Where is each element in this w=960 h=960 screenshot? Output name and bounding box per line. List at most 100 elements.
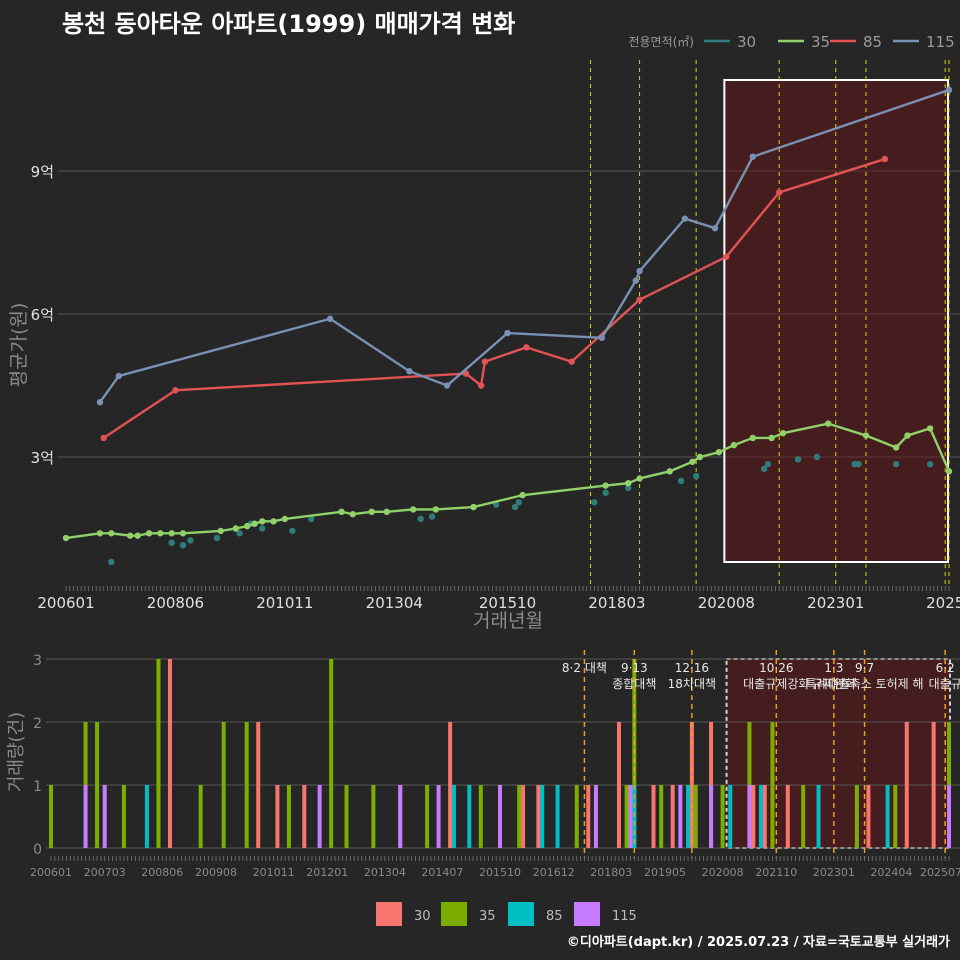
volume-bar-115 — [628, 785, 633, 848]
data-point-35 — [602, 482, 609, 489]
data-point-35 — [62, 534, 70, 542]
x-tick-label: 202301 — [807, 594, 864, 612]
bar-x-tick-label: 202008 — [702, 866, 744, 879]
data-point-35 — [281, 515, 289, 523]
volume-bar-115 — [593, 785, 598, 848]
y-tick-label: 9억 — [31, 163, 54, 181]
data-point-35 — [409, 506, 417, 513]
bar-x-tick-label: 200806 — [141, 866, 183, 879]
data-point-35 — [768, 434, 775, 442]
volume-bar-30 — [302, 785, 307, 848]
volume-bar-30 — [904, 722, 909, 848]
data-point-30 — [428, 513, 436, 520]
bar-legend-swatch-115 — [574, 902, 600, 926]
volume-bar-35 — [425, 785, 430, 848]
data-point-30 — [289, 527, 296, 535]
data-point-35 — [862, 432, 870, 439]
data-point-85 — [775, 189, 783, 196]
data-point-30 — [794, 456, 802, 463]
volume-bar-85 — [451, 785, 456, 848]
data-point-35 — [926, 425, 934, 432]
data-point-30 — [591, 499, 598, 506]
volume-bar-35 — [770, 722, 775, 848]
data-point-115 — [96, 398, 104, 406]
bar-legend-label: 35 — [479, 909, 496, 924]
data-point-35 — [715, 449, 723, 456]
volume-bar-35 — [659, 785, 664, 848]
volume-bar-30 — [521, 785, 526, 848]
volume-bar-35 — [344, 785, 349, 848]
x-tick-label: 201510 — [479, 594, 536, 612]
data-point-35 — [349, 511, 356, 518]
bar-y-tick-label: 0 — [33, 842, 42, 858]
data-point-30 — [692, 472, 700, 480]
policy-annotation: 특례대출축소 토허제 해 — [806, 677, 924, 691]
data-point-115 — [711, 224, 719, 232]
data-point-115 — [945, 86, 953, 94]
data-point-35 — [625, 480, 632, 487]
data-point-85 — [481, 358, 489, 365]
data-point-85 — [100, 434, 107, 442]
volume-bar-35 — [95, 722, 100, 848]
volume-bar-35 — [624, 785, 629, 848]
bar-x-tick-label: 201407 — [421, 866, 463, 879]
policy-annotation: 6·2 — [936, 661, 955, 675]
bar-x-tick-label: 201510 — [479, 866, 521, 879]
volume-bar-85 — [885, 785, 890, 848]
policy-annotation: 대출규 — [929, 677, 960, 691]
policy-annotation: 1·3 — [824, 661, 843, 675]
data-point-35 — [145, 530, 153, 537]
data-point-30 — [417, 515, 424, 523]
volume-bar-35 — [720, 785, 725, 848]
volume-bar-85 — [728, 785, 733, 848]
volume-bar-115 — [947, 785, 951, 848]
data-point-85 — [523, 344, 530, 351]
data-point-30 — [236, 530, 243, 537]
data-point-35 — [251, 520, 258, 527]
legend-title: 전용면적(㎡) — [628, 35, 694, 49]
policy-annotation: 12·16 — [675, 661, 709, 675]
volume-bar-30 — [275, 785, 280, 848]
bar-x-tick-label: 201201 — [306, 866, 348, 879]
data-point-30 — [213, 534, 221, 542]
data-point-35 — [825, 420, 832, 427]
policy-annotation: 10·26 — [759, 661, 793, 675]
data-point-115 — [115, 372, 123, 380]
volume-bar-30 — [931, 722, 936, 848]
bar-x-tick-label: 202507 — [920, 866, 960, 879]
volume-bar-85 — [467, 785, 472, 848]
data-point-30 — [602, 489, 609, 496]
data-point-30 — [760, 465, 768, 473]
volume-bar-30 — [762, 785, 767, 848]
x-tick-label: 201011 — [256, 594, 313, 612]
data-point-30 — [926, 460, 934, 468]
volume-bar-30 — [866, 785, 871, 848]
data-point-35 — [383, 508, 390, 516]
bar-x-tick-label: 201905 — [644, 866, 686, 879]
volume-bar-35 — [574, 785, 579, 848]
volume-bar-30 — [651, 785, 656, 848]
volume-bar-115 — [317, 785, 322, 848]
volume-bar-30 — [536, 785, 541, 848]
data-point-35 — [779, 429, 787, 437]
data-point-35 — [126, 532, 134, 539]
volume-bar-35 — [286, 785, 291, 848]
data-point-30 — [855, 460, 862, 468]
data-point-35 — [134, 532, 141, 539]
volume-bar-85 — [758, 785, 763, 848]
volume-bar-30 — [167, 659, 172, 848]
data-point-35 — [945, 468, 953, 475]
data-point-35 — [432, 506, 440, 513]
volume-bar-35 — [198, 785, 203, 848]
legend-label: 85 — [863, 33, 882, 51]
data-point-30 — [764, 460, 772, 468]
bar-x-tick-label: 200703 — [84, 866, 126, 879]
data-point-85 — [723, 253, 730, 260]
data-point-35 — [696, 453, 704, 461]
bar-y-tick-label: 2 — [33, 716, 42, 732]
data-point-30 — [625, 484, 632, 492]
y-axis-title: 평균가(원) — [8, 303, 30, 388]
bar-x-tick-label: 202301 — [813, 866, 855, 879]
data-point-115 — [681, 215, 689, 222]
